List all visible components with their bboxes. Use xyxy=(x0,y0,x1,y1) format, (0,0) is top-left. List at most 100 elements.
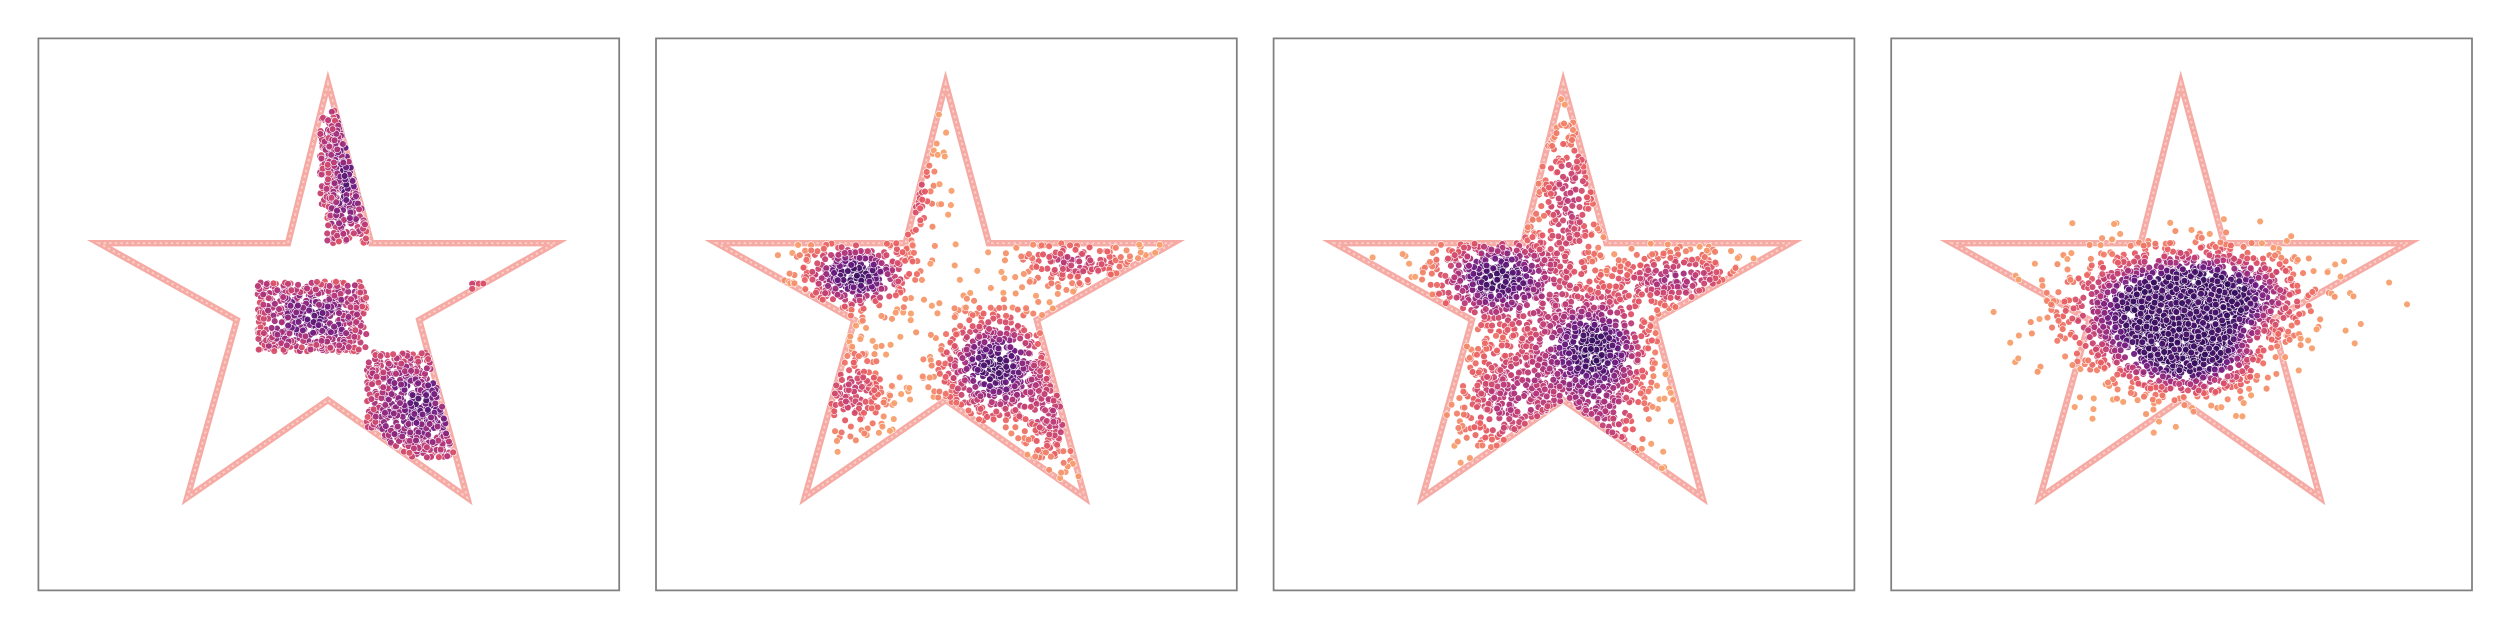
point xyxy=(1627,244,1636,253)
point xyxy=(1437,241,1445,249)
point xyxy=(976,392,985,400)
point xyxy=(390,430,399,438)
point xyxy=(1496,366,1504,374)
point xyxy=(372,412,380,421)
point xyxy=(897,390,905,398)
point xyxy=(1630,273,1638,282)
point xyxy=(340,172,349,180)
point xyxy=(1591,266,1599,275)
point xyxy=(987,304,995,312)
point xyxy=(1510,425,1518,433)
point xyxy=(1653,280,1661,288)
point xyxy=(1045,298,1054,306)
point xyxy=(1032,292,1040,300)
point xyxy=(1480,352,1488,360)
point xyxy=(1012,244,1020,252)
point xyxy=(1627,319,1635,328)
point xyxy=(930,167,939,176)
point xyxy=(1043,417,1051,425)
point xyxy=(390,409,398,418)
point xyxy=(1571,376,1579,384)
point xyxy=(963,295,971,303)
point xyxy=(985,325,993,333)
point xyxy=(801,276,809,284)
point xyxy=(912,328,920,336)
point xyxy=(328,125,337,133)
point xyxy=(345,343,353,351)
point xyxy=(952,330,960,339)
point xyxy=(406,428,414,437)
point xyxy=(1492,332,1500,340)
point xyxy=(913,270,921,278)
point xyxy=(1482,281,1491,289)
point xyxy=(975,322,984,331)
point xyxy=(1480,313,1488,321)
point xyxy=(294,301,302,310)
point xyxy=(1549,388,1558,396)
point xyxy=(833,448,842,456)
point xyxy=(1638,435,1647,443)
point xyxy=(279,293,287,301)
point xyxy=(969,377,977,385)
point xyxy=(322,185,331,193)
point xyxy=(1477,249,1486,258)
point xyxy=(1018,283,1026,291)
point xyxy=(430,390,438,398)
point xyxy=(1504,286,1512,294)
point xyxy=(877,342,886,350)
point xyxy=(1034,340,1042,348)
point xyxy=(1472,359,1480,368)
point xyxy=(1615,397,1623,406)
point xyxy=(1588,336,1596,345)
point xyxy=(1469,280,1477,288)
point xyxy=(286,302,295,310)
point xyxy=(1488,300,1497,308)
point xyxy=(1499,333,1507,342)
point xyxy=(381,401,389,409)
point xyxy=(1524,223,1532,231)
point xyxy=(316,130,324,138)
point xyxy=(1066,272,1074,281)
point xyxy=(944,211,952,219)
point xyxy=(1597,271,1605,279)
point xyxy=(1646,291,1654,299)
point xyxy=(1565,359,1573,367)
point xyxy=(1548,142,1556,150)
point xyxy=(385,360,393,368)
point xyxy=(1649,372,1658,380)
point xyxy=(1026,388,1035,396)
point xyxy=(1515,304,1523,312)
point xyxy=(1115,262,1124,271)
point xyxy=(1547,345,1555,354)
point xyxy=(1062,286,1071,294)
point xyxy=(1584,390,1592,399)
point xyxy=(1696,243,1704,251)
point xyxy=(381,409,389,417)
point xyxy=(906,395,914,404)
point xyxy=(1584,311,1593,319)
point xyxy=(1587,345,1595,353)
point xyxy=(1508,298,1516,307)
point xyxy=(254,335,263,343)
point xyxy=(1002,385,1010,394)
point xyxy=(1539,299,1547,308)
point xyxy=(1553,168,1561,176)
point xyxy=(1029,240,1037,249)
point xyxy=(916,204,924,212)
point xyxy=(1622,343,1630,351)
point xyxy=(859,373,867,381)
point xyxy=(942,330,950,338)
point xyxy=(1532,389,1540,398)
point xyxy=(1680,258,1688,267)
point xyxy=(283,341,291,349)
point xyxy=(928,361,936,370)
point xyxy=(880,412,888,421)
point xyxy=(799,264,808,272)
point xyxy=(1582,372,1591,380)
point xyxy=(278,318,286,326)
point xyxy=(831,427,839,435)
point xyxy=(301,332,310,340)
point xyxy=(1042,375,1051,383)
point xyxy=(845,380,853,389)
point xyxy=(808,268,816,276)
